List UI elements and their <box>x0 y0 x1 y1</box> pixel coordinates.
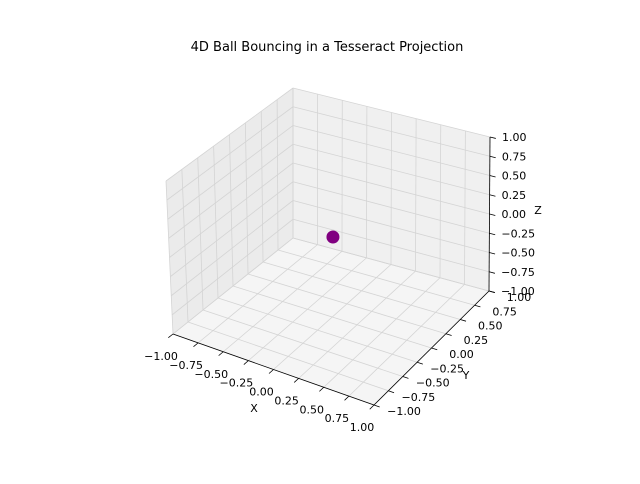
x-tick <box>244 361 249 365</box>
x-tick-label: 1.00 <box>350 421 375 434</box>
y-tick <box>475 305 481 307</box>
z-tick <box>489 291 495 293</box>
x-tick-label: 0.00 <box>249 386 274 399</box>
y-tick <box>432 348 438 350</box>
x-tick <box>370 405 374 409</box>
z-tick <box>490 137 496 138</box>
z-tick-label: −0.50 <box>501 247 535 260</box>
x-tick-label: 0.75 <box>325 412 350 425</box>
z-tick <box>490 156 496 157</box>
z-tick-label: 0.25 <box>502 189 527 202</box>
z-tick <box>490 214 496 216</box>
axis-panes <box>166 88 490 405</box>
data-points <box>327 231 339 243</box>
z-tick-label: 0.50 <box>502 170 527 183</box>
z-tick-label: −0.25 <box>501 227 535 240</box>
z-tick <box>489 253 495 255</box>
y-tick <box>446 334 452 336</box>
x-tick-label: −0.25 <box>220 377 254 390</box>
chart-title: 4D Ball Bouncing in a Tesseract Projecti… <box>191 40 464 55</box>
y-axis-label: Y <box>462 369 470 382</box>
y-tick-label: 0.50 <box>478 320 503 333</box>
y-tick-label: 0.00 <box>449 348 474 361</box>
z-tick <box>490 176 496 177</box>
z-tick-label: 0.75 <box>502 150 527 163</box>
z-tick <box>490 195 496 196</box>
y-tick-label: −0.25 <box>430 362 464 375</box>
z-tick-label: 1.00 <box>502 131 527 144</box>
y-tick-label: −0.75 <box>402 391 436 404</box>
y-tick <box>403 377 409 379</box>
y-tick <box>460 320 466 322</box>
ball-point <box>327 231 339 243</box>
z-tick <box>489 233 495 235</box>
y-tick-label: 0.25 <box>464 334 489 347</box>
y-tick-label: 0.75 <box>492 305 517 318</box>
y-tick <box>374 405 380 407</box>
x-tick <box>193 343 198 347</box>
x-tick <box>319 387 323 391</box>
z-tick-label: −0.75 <box>501 266 535 279</box>
x-tick <box>269 370 273 374</box>
y-tick-label: −1.00 <box>387 405 421 418</box>
x-tick-label: 0.25 <box>274 394 299 407</box>
z-tick <box>489 272 495 274</box>
x-tick <box>345 396 349 400</box>
x-tick-label: 0.50 <box>300 403 325 416</box>
x-axis-label: X <box>250 402 258 415</box>
y-tick <box>388 391 394 393</box>
x-tick <box>168 334 173 338</box>
z-tick-label: 0.00 <box>502 208 527 221</box>
y-tick-label: −0.50 <box>416 377 450 390</box>
x-tick <box>219 352 224 356</box>
x-tick <box>294 378 298 382</box>
z-tick-label: −1.00 <box>501 285 535 298</box>
z-axis-label: Z <box>534 204 542 217</box>
y-tick <box>417 362 423 364</box>
